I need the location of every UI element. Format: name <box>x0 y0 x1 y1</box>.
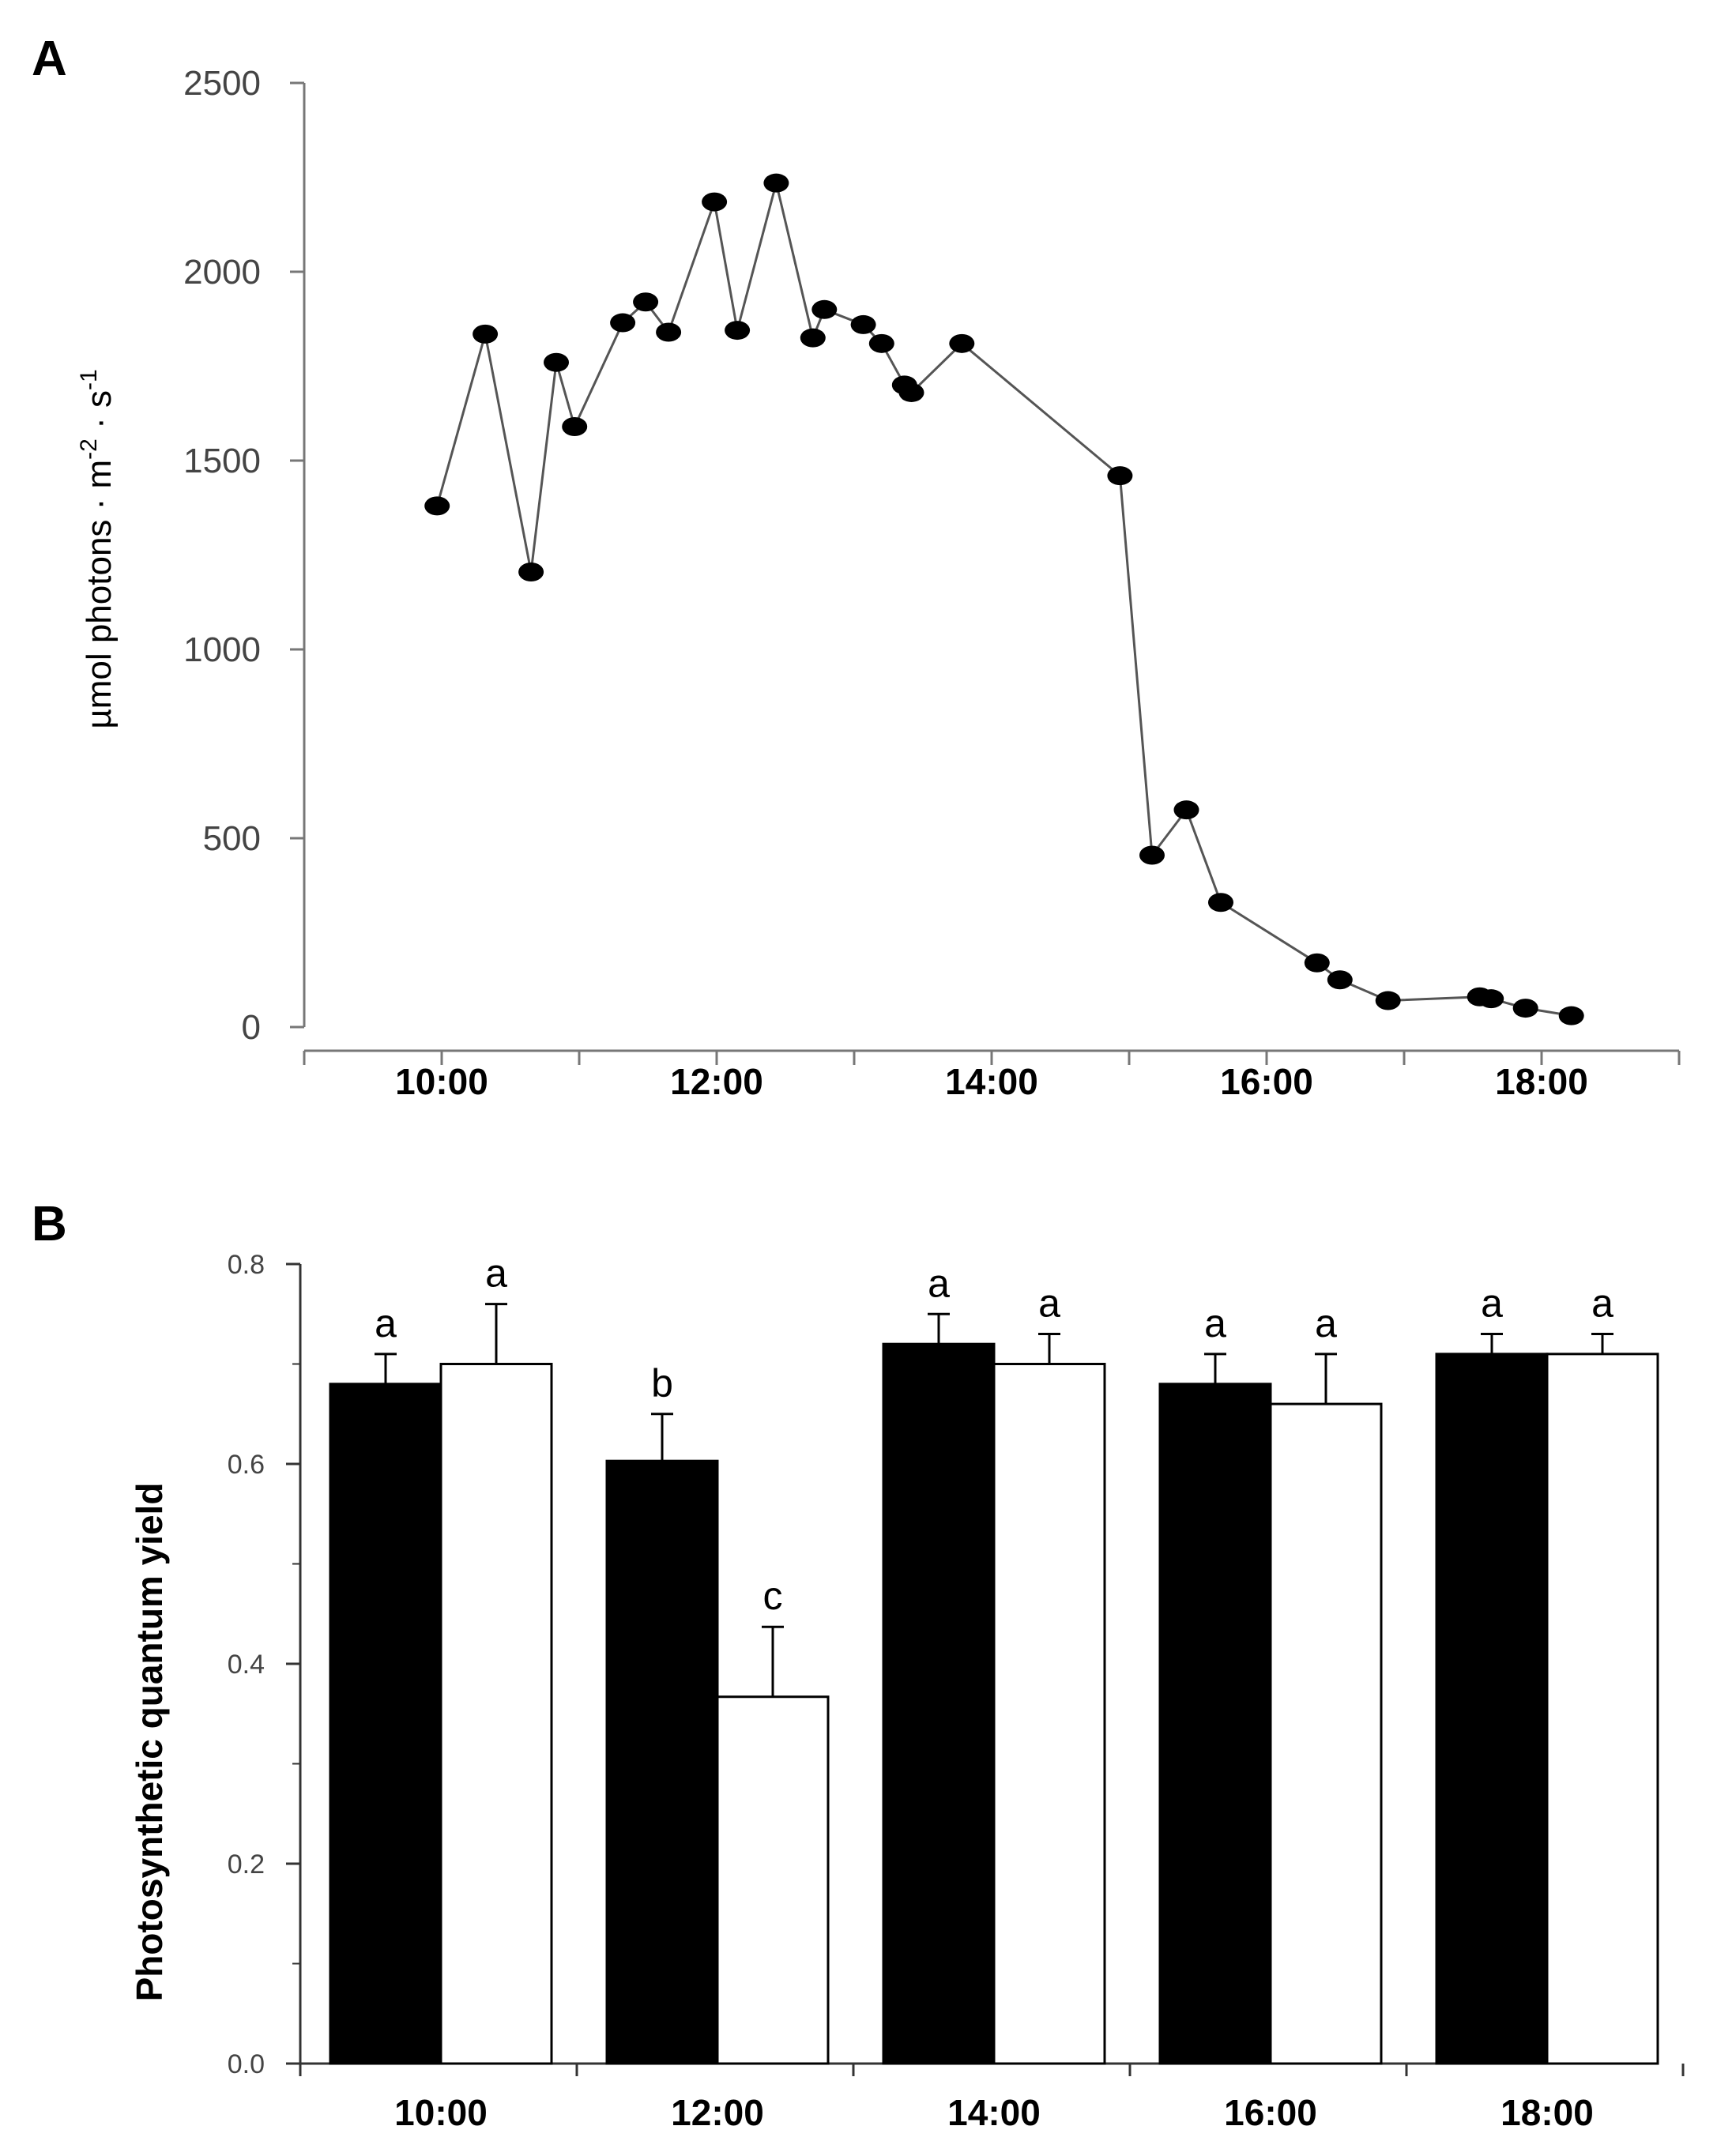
panel-b-significance-label: a <box>928 1261 950 1305</box>
panel-b-significance-label: a <box>1481 1281 1503 1326</box>
panel-b: B Photosynthetic quantum yield 0.0 0.2 0.4… <box>32 1197 1685 2133</box>
panel-a-y-tick-label: 0 <box>242 1008 261 1047</box>
panel-a-data-point <box>562 416 588 436</box>
panel-a-data-point <box>850 314 876 334</box>
panel-a-data-point <box>656 322 682 342</box>
panel-b-bar <box>992 1363 1106 2065</box>
panel-a-y-tick-label: 1500 <box>183 442 261 480</box>
panel-a-data-point <box>1375 991 1401 1010</box>
panel-b-significance-label: c <box>763 1574 783 1618</box>
panel-b-significance-label: a <box>1315 1301 1337 1345</box>
panel-a-data-point <box>1173 800 1199 820</box>
panel-b-significance-label: b <box>651 1361 673 1405</box>
panel-b-bar <box>1269 1402 1383 2065</box>
panel-b-bar <box>329 1383 442 2065</box>
panel-b-x-tick-label: 18:00 <box>1500 2092 1594 2133</box>
panel-b-bar <box>716 1695 830 2065</box>
panel-a-y-tick-label: 2500 <box>183 64 261 103</box>
panel-a-y-tick-label: 2000 <box>183 253 261 292</box>
panel-a: A µmol photons · m-2 · s-1 0 500 1000 1500 2… <box>32 32 1681 1102</box>
panel-b-significance-label: a <box>1038 1281 1060 1326</box>
panel-a-axes: 0 500 1000 1500 2000 2500 10:00 12:00 14:00 16:00… <box>183 64 1681 1102</box>
panel-a-data-point <box>633 292 659 312</box>
panel-b-x-tick-label: 16:00 <box>1224 2092 1317 2133</box>
panel-a-data-point <box>1107 466 1133 486</box>
panel-b-bar <box>1158 1383 1272 2065</box>
panel-b-x-tick-label: 10:00 <box>394 2092 488 2133</box>
panel-a-data-point <box>1208 893 1233 912</box>
panel-a-data-point <box>424 496 450 516</box>
panel-a-data-point <box>473 324 499 344</box>
panel-b-letter: B <box>32 1197 67 1251</box>
panel-b-significance-label: a <box>485 1251 507 1296</box>
panel-b-y-tick-label: 0.4 <box>228 1650 265 1680</box>
panel-a-data-point <box>1478 989 1504 1009</box>
panel-a-data-point <box>949 333 975 353</box>
panel-a-x-tick-label: 16:00 <box>1220 1061 1313 1102</box>
panel-a-letter: A <box>32 32 67 86</box>
panel-a-data-point <box>610 313 636 333</box>
panel-a-data-point <box>800 328 826 348</box>
panel-a-x-tick-label: 14:00 <box>945 1061 1038 1102</box>
panel-a-data-point <box>544 352 569 372</box>
panel-a-points <box>424 173 1584 1025</box>
panel-b-x-tick-label: 14:00 <box>947 2092 1041 2133</box>
panel-b-y-tick-label: 0.8 <box>228 1250 265 1280</box>
panel-a-series-line <box>435 182 1572 1018</box>
panel-b-bar <box>1546 1353 1659 2065</box>
panel-a-data-point <box>1512 999 1538 1018</box>
panel-b-bar <box>882 1342 996 2065</box>
panel-b-significance-label: a <box>1204 1301 1226 1345</box>
panel-a-x-tick-label: 12:00 <box>670 1061 763 1102</box>
panel-a-data-point <box>1139 845 1165 865</box>
panel-b-y-tick-label: 0.2 <box>228 1849 265 1879</box>
panel-b-significance-label: a <box>1591 1281 1613 1326</box>
panel-a-data-point <box>763 173 789 193</box>
panel-b-significance-label: a <box>375 1301 397 1345</box>
panel-b-bar <box>1435 1353 1549 2065</box>
panel-b-bars: a a b c a a a a a a <box>329 1251 1659 2065</box>
panel-b-y-tick-label: 0.0 <box>228 2049 265 2079</box>
panel-a-data-point <box>1327 970 1353 990</box>
panel-a-data-point <box>898 382 924 402</box>
panel-b-axes: 0.0 0.2 0.4 0.6 0.8 10:00 12:00 14:00 16:00 18:00 <box>228 1250 1685 2133</box>
panel-a-data-point <box>702 192 728 212</box>
panel-a-data-point <box>518 563 544 582</box>
panel-a-y-tick-label: 1000 <box>183 630 261 669</box>
panel-a-data-point <box>1304 953 1330 973</box>
panel-a-data-point <box>811 299 838 319</box>
panel-a-y-tick-label: 500 <box>203 819 261 858</box>
panel-b-bar <box>605 1459 719 2065</box>
panel-a-data-point <box>868 333 894 353</box>
panel-a-line-path <box>435 182 1572 1018</box>
panel-b-x-tick-label: 12:00 <box>671 2092 764 2133</box>
panel-a-x-tick-label: 18:00 <box>1495 1061 1588 1102</box>
panel-a-data-point <box>1558 1006 1584 1025</box>
panel-b-bar <box>439 1363 553 2065</box>
panel-a-y-axis-label: µmol photons · m-2 · s-1 <box>76 369 119 728</box>
panel-a-data-point <box>725 321 751 341</box>
panel-b-y-axis-label: Photosynthetic quantum yield <box>129 1483 170 2002</box>
panel-a-x-tick-label: 10:00 <box>395 1061 488 1102</box>
panel-b-y-tick-label: 0.6 <box>228 1450 265 1480</box>
